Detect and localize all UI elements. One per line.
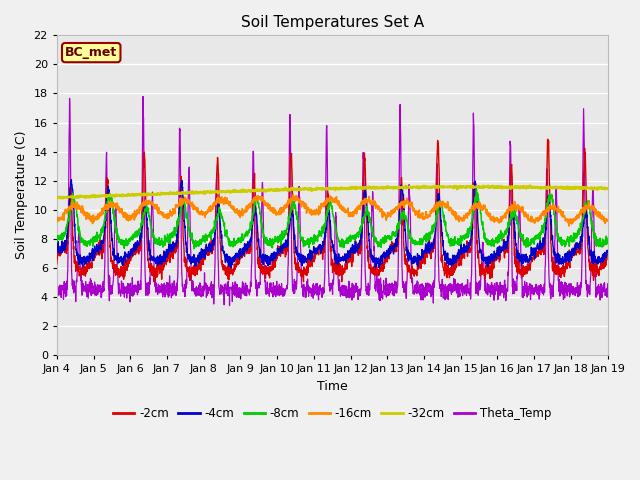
-4cm	[556, 258, 563, 264]
-16cm	[53, 219, 61, 225]
Theta_Temp	[360, 213, 368, 218]
Title: Soil Temperatures Set A: Soil Temperatures Set A	[241, 15, 424, 30]
Y-axis label: Soil Temperature (C): Soil Temperature (C)	[15, 131, 28, 259]
Line: -8cm: -8cm	[57, 189, 607, 249]
-2cm	[556, 272, 563, 278]
Legend: -2cm, -4cm, -8cm, -16cm, -32cm, Theta_Temp: -2cm, -4cm, -8cm, -16cm, -32cm, Theta_Te…	[109, 402, 556, 425]
-2cm	[604, 251, 611, 257]
-32cm	[360, 185, 368, 191]
-2cm	[150, 279, 158, 285]
-16cm	[571, 216, 579, 222]
-32cm	[53, 195, 61, 201]
-8cm	[207, 233, 214, 239]
-8cm	[472, 186, 480, 192]
-16cm	[360, 200, 368, 206]
-16cm	[556, 208, 563, 214]
-16cm	[493, 216, 500, 222]
Theta_Temp	[226, 303, 234, 309]
X-axis label: Time: Time	[317, 380, 348, 393]
-8cm	[604, 240, 611, 246]
-8cm	[360, 215, 368, 220]
-8cm	[556, 238, 563, 243]
-8cm	[571, 234, 579, 240]
-2cm	[571, 242, 579, 248]
-8cm	[190, 246, 198, 252]
-4cm	[604, 250, 611, 255]
-32cm	[571, 184, 579, 190]
Theta_Temp	[207, 291, 214, 297]
-32cm	[207, 190, 214, 195]
-16cm	[207, 203, 214, 209]
-2cm	[348, 252, 356, 258]
-2cm	[53, 261, 61, 267]
-8cm	[348, 235, 356, 240]
-32cm	[556, 185, 563, 191]
-8cm	[53, 237, 61, 242]
-16cm	[604, 218, 611, 224]
-4cm	[207, 246, 214, 252]
-8cm	[493, 235, 500, 240]
Line: -4cm: -4cm	[57, 180, 607, 268]
-2cm	[544, 136, 552, 142]
-16cm	[289, 192, 297, 197]
-2cm	[360, 151, 368, 156]
-32cm	[526, 182, 534, 188]
-2cm	[493, 255, 500, 261]
-4cm	[372, 265, 380, 271]
-32cm	[348, 185, 356, 191]
Theta_Temp	[571, 286, 579, 292]
Text: BC_met: BC_met	[65, 46, 117, 59]
Theta_Temp	[140, 94, 147, 99]
-4cm	[348, 250, 356, 256]
Theta_Temp	[53, 288, 61, 293]
Theta_Temp	[493, 281, 500, 287]
Line: -16cm: -16cm	[57, 194, 607, 226]
Theta_Temp	[349, 292, 356, 298]
-32cm	[604, 186, 611, 192]
-16cm	[348, 214, 356, 219]
-32cm	[493, 185, 500, 191]
-2cm	[207, 244, 214, 250]
Theta_Temp	[556, 276, 563, 282]
Line: -2cm: -2cm	[57, 139, 607, 282]
-16cm	[565, 223, 573, 229]
-32cm	[60, 196, 67, 202]
Theta_Temp	[604, 281, 611, 287]
-4cm	[571, 249, 579, 254]
-4cm	[68, 177, 76, 182]
-4cm	[493, 256, 500, 262]
-4cm	[53, 250, 61, 255]
Line: Theta_Temp: Theta_Temp	[57, 96, 607, 306]
-4cm	[360, 197, 368, 203]
Line: -32cm: -32cm	[57, 185, 607, 199]
